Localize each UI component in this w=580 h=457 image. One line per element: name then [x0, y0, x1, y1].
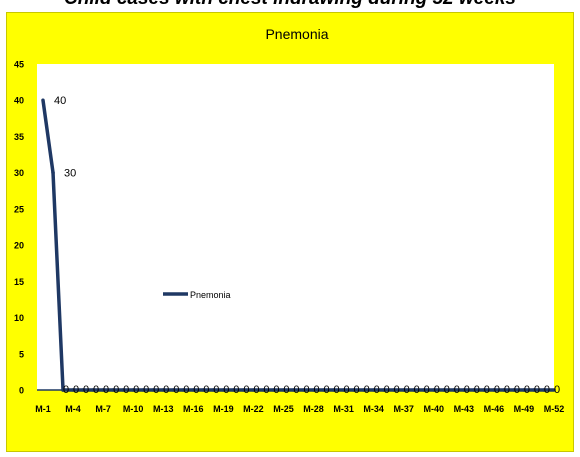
data-label: 0 [263, 384, 269, 396]
y-tick-label: 15 [14, 277, 24, 287]
legend-label: Pnemonia [190, 290, 231, 300]
data-label: 0 [464, 384, 470, 396]
series-layer [41, 98, 556, 392]
data-label: 0 [524, 384, 530, 396]
data-label: 0 [103, 384, 109, 396]
data-label: 40 [54, 95, 66, 107]
data-label: 0 [334, 384, 340, 396]
data-label: 0 [344, 384, 350, 396]
data-label: 0 [163, 384, 169, 396]
series-segment [51, 170, 65, 392]
data-label: 0 [293, 384, 299, 396]
x-tick-label: M-43 [454, 404, 475, 414]
data-label: 0 [303, 384, 309, 396]
data-label: 0 [484, 384, 490, 396]
x-tick-label: M-40 [424, 404, 445, 414]
data-label: 0 [424, 384, 430, 396]
y-tick-label: 20 [14, 241, 24, 251]
data-label: 0 [173, 384, 179, 396]
data-label: 0 [354, 384, 360, 396]
data-label: 0 [504, 384, 510, 396]
x-tick-label: M-52 [544, 404, 565, 414]
data-label: 0 [193, 384, 199, 396]
data-label: 0 [223, 384, 229, 396]
x-tick-label: M-19 [213, 404, 234, 414]
data-label: 0 [554, 384, 560, 396]
x-tick-label: M-34 [363, 404, 384, 414]
data-label: 0 [83, 384, 89, 396]
x-tick-label: M-25 [273, 404, 294, 414]
data-label: 0 [444, 384, 450, 396]
page-header-text: Child cases with chest indrawing during … [0, 0, 580, 10]
plot-area [37, 64, 554, 390]
x-tick-label: M-31 [333, 404, 354, 414]
y-tick-label: 35 [14, 132, 24, 142]
x-tick-label: M-1 [35, 404, 51, 414]
chart-title: Pnemonia [265, 26, 328, 42]
data-label: 0 [213, 384, 219, 396]
x-tick-label: M-13 [153, 404, 174, 414]
data-label: 0 [534, 384, 540, 396]
x-tick-label: M-10 [123, 404, 144, 414]
legend: Pnemonia [163, 290, 231, 300]
data-label: 0 [93, 384, 99, 396]
data-label: 0 [183, 384, 189, 396]
data-label: 0 [313, 384, 319, 396]
x-tick-label: M-46 [484, 404, 505, 414]
data-label: 0 [514, 384, 520, 396]
data-label: 0 [384, 384, 390, 396]
y-tick-label: 40 [14, 96, 24, 106]
data-label: 0 [414, 384, 420, 396]
y-tick-label: 10 [14, 313, 24, 323]
data-label: 0 [233, 384, 239, 396]
y-axis: 0 5 10 15 20 25 30 35 40 45 [14, 60, 24, 396]
y-tick-label: 0 [19, 386, 24, 396]
data-label: 0 [323, 384, 329, 396]
x-tick-label: M-16 [183, 404, 204, 414]
data-label: 0 [364, 384, 370, 396]
y-tick-label: 5 [19, 349, 24, 359]
data-label: 0 [454, 384, 460, 396]
data-label: 0 [273, 384, 279, 396]
data-label: 0 [434, 384, 440, 396]
data-label: 0 [123, 384, 129, 396]
data-label: 0 [394, 384, 400, 396]
x-tick-label: M-49 [514, 404, 535, 414]
pnemonia-line-chart: Pnemonia 0 5 10 15 20 25 30 35 40 45 M-1 M-4 M-7 M-1… [14, 26, 565, 414]
x-tick-label: M-4 [65, 404, 81, 414]
data-label: 0 [153, 384, 159, 396]
data-label: 0 [203, 384, 209, 396]
data-label: 0 [474, 384, 480, 396]
x-tick-label: M-7 [95, 404, 111, 414]
data-label: 0 [544, 384, 550, 396]
data-label: 0 [494, 384, 500, 396]
chart-area: Pnemonia 0 5 10 15 20 25 30 35 40 45 M-1 M-4 M-7 M-1… [6, 12, 574, 452]
data-label: 0 [133, 384, 139, 396]
data-label: 30 [64, 168, 76, 180]
series-segment [41, 98, 55, 175]
data-label: 0 [404, 384, 410, 396]
y-tick-label: 30 [14, 168, 24, 178]
y-tick-label: 45 [14, 60, 24, 70]
x-tick-label: M-28 [303, 404, 324, 414]
data-label: 0 [143, 384, 149, 396]
y-tick-label: 25 [14, 204, 24, 214]
header-strip: Child cases with chest indrawing during … [0, 0, 580, 12]
data-label: 0 [113, 384, 119, 396]
data-label: 0 [73, 384, 79, 396]
data-label: 0 [374, 384, 380, 396]
data-label: 0 [283, 384, 289, 396]
data-label: 0 [243, 384, 249, 396]
x-tick-label: M-37 [393, 404, 414, 414]
data-label: 0 [253, 384, 259, 396]
x-tick-label: M-22 [243, 404, 264, 414]
data-label: 0 [63, 384, 69, 396]
